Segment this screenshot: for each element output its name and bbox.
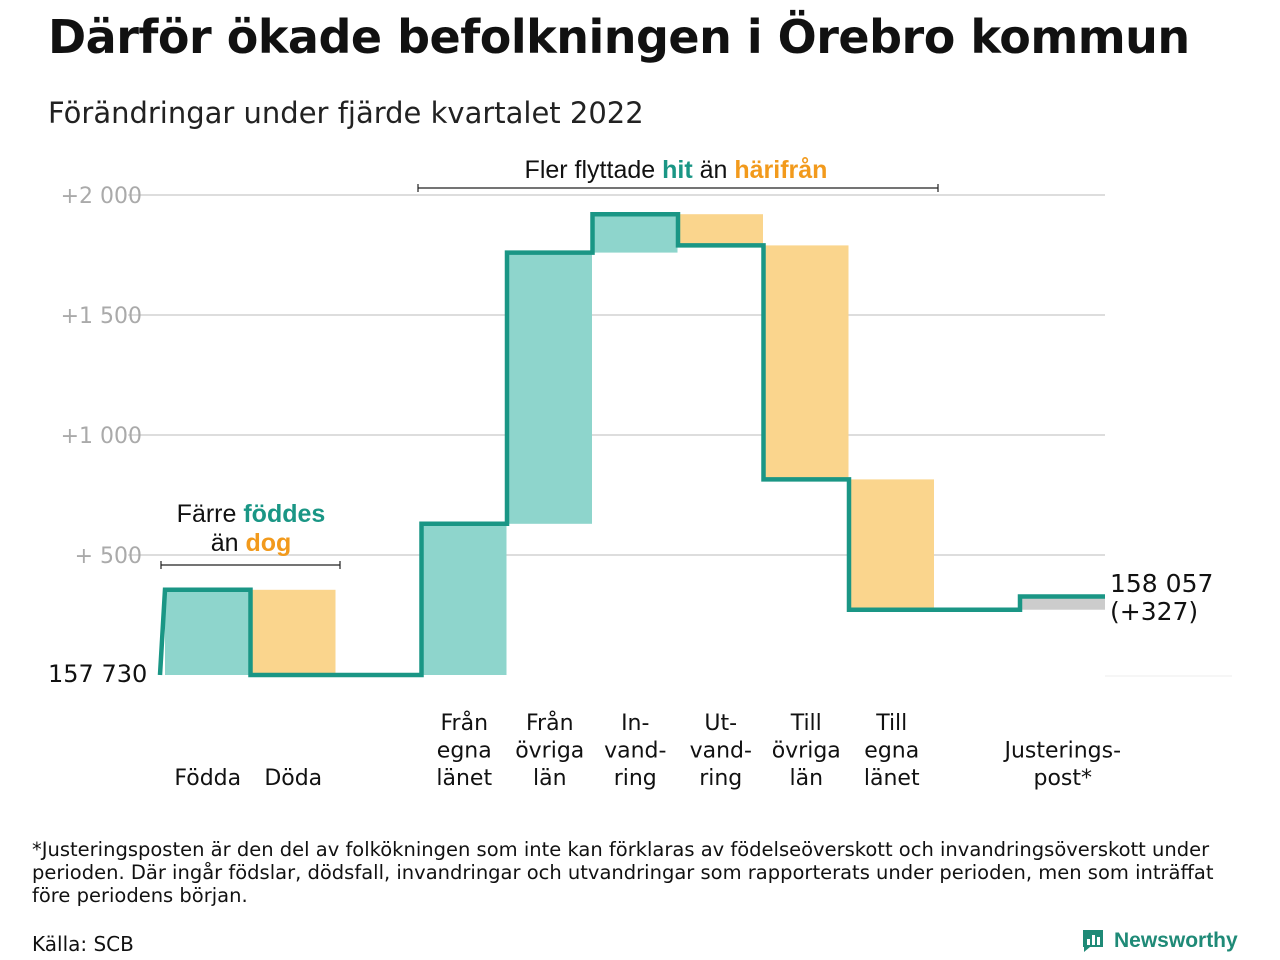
category-label: post*	[1033, 766, 1092, 791]
bar-increase	[507, 252, 592, 524]
bar-decrease	[763, 245, 849, 480]
category-label: vand-	[690, 739, 752, 764]
y-tick-label: +2 000	[61, 184, 142, 209]
category-label: övriga	[772, 739, 841, 764]
annotation-births-deaths-line2: än dog	[211, 529, 292, 557]
category-label: län	[533, 766, 567, 791]
source-label: Källa: SCB	[32, 932, 134, 956]
bar-decrease	[250, 589, 336, 675]
category-label: län	[789, 766, 823, 791]
y-tick-label: +1 000	[61, 424, 142, 449]
category-label: övriga	[515, 739, 584, 764]
category-label: egna	[437, 739, 492, 764]
y-tick-label: +1 500	[61, 304, 142, 329]
category-label: länet	[436, 766, 492, 791]
start-value-label: 157 730	[48, 660, 147, 688]
footnote: *Justeringsposten är den del av folkökni…	[32, 838, 1214, 907]
bar-increase	[592, 214, 678, 253]
end-value-label: 158 057	[1110, 569, 1213, 598]
bar-increase	[165, 589, 250, 675]
category-label: vand-	[604, 739, 666, 764]
y-tick-label: + 500	[75, 544, 142, 569]
bar-decrease	[849, 479, 934, 610]
category-label: Till	[875, 711, 907, 736]
cumulative-line	[157, 211, 1105, 678]
brand-name: Newsworthy	[1114, 929, 1238, 952]
category-label: Från	[440, 710, 488, 736]
bar-decrease	[678, 214, 763, 246]
newsworthy-logo-icon	[1083, 930, 1103, 952]
category-label: ring	[699, 766, 742, 791]
category-label: Döda	[264, 766, 322, 791]
brand: Newsworthy	[1080, 928, 1238, 954]
category-label: Till	[790, 711, 822, 736]
annotation-migration: Fler flyttade hit än härifrån	[525, 156, 828, 184]
annotation-births-deaths-line1: Färre föddes	[177, 500, 326, 528]
end-change-label: (+327)	[1110, 597, 1198, 626]
category-label: Ut-	[704, 711, 737, 736]
category-label: Från	[526, 710, 574, 736]
category-label: Justerings-	[1002, 739, 1121, 764]
category-label: In-	[621, 711, 649, 736]
chart-title: Därför ökade befolkningen i Örebro kommu…	[48, 10, 1190, 64]
chart-subtitle: Förändringar under fjärde kvartalet 2022	[48, 96, 644, 130]
category-label: ring	[614, 766, 657, 791]
bar-increase	[421, 523, 507, 675]
bar-adjustment	[1020, 596, 1105, 610]
category-label: länet	[864, 766, 920, 791]
category-label: Födda	[174, 766, 241, 791]
category-label: egna	[864, 739, 919, 764]
